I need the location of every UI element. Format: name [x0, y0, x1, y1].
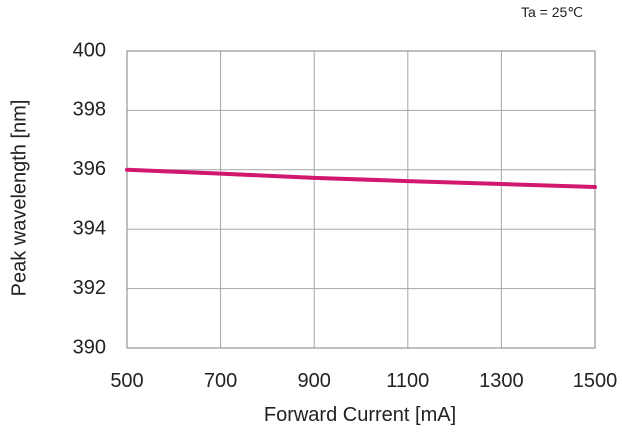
plot-border	[126, 50, 596, 349]
x-tick-label-500: 500	[110, 370, 143, 392]
x-tick-labels: 500 700 900 1100 1300 1500	[110, 370, 617, 392]
plot-frame	[126, 50, 596, 349]
y-axis-title: Peak wavelength [nm]	[8, 99, 31, 297]
y-tick-label-394: 394	[73, 217, 106, 239]
y-tick-label-398: 398	[73, 99, 106, 121]
series-line-0	[125, 167, 597, 190]
y-tick-label-392: 392	[73, 277, 106, 299]
x-axis-title: Forward Current [mA]	[263, 404, 457, 426]
y-tick-label-390: 390	[73, 336, 106, 358]
grid-lines	[127, 51, 595, 348]
x-tick-label-1300: 1300	[479, 370, 524, 392]
x-tick-label-1100: 1100	[386, 370, 429, 392]
temperature-annotation: Ta = 25℃	[520, 4, 583, 20]
x-tick-label-900: 900	[298, 370, 331, 392]
y-tick-label-396: 396	[73, 158, 106, 180]
x-tick-label-1500: 1500	[573, 370, 618, 392]
y-tick-labels: 390 392 394 396 398 400	[73, 39, 106, 358]
series-lines	[125, 167, 597, 190]
y-tick-label-400: 400	[73, 39, 106, 61]
x-tick-label-700: 700	[204, 370, 237, 392]
